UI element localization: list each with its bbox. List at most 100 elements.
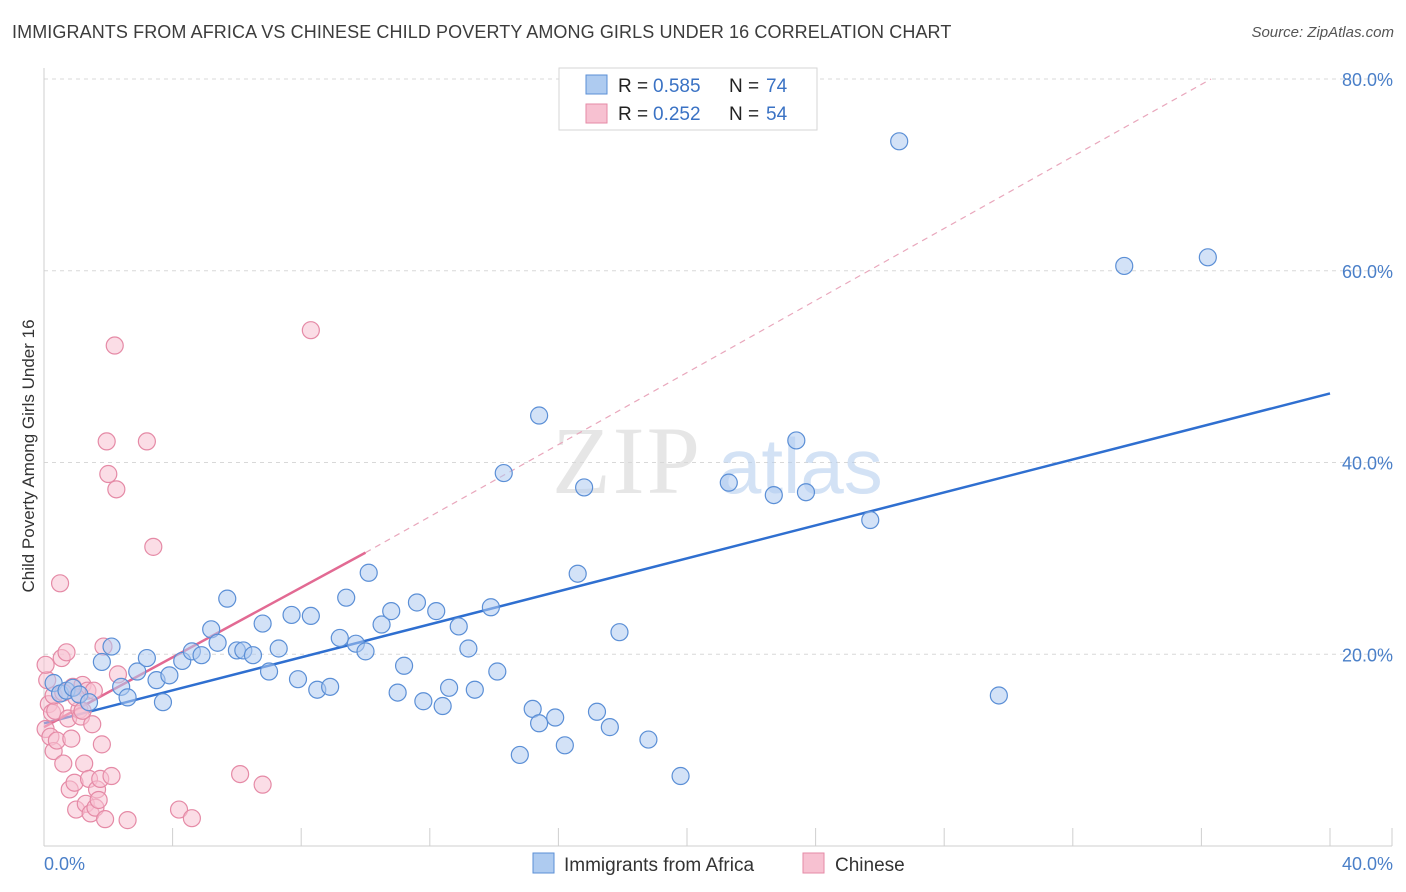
- africa-point: [160, 666, 179, 685]
- africa-point: [510, 745, 529, 765]
- africa-point: [288, 670, 308, 689]
- legend-swatch-chinese: [585, 103, 608, 124]
- africa-point: [796, 483, 816, 502]
- africa-point: [989, 686, 1008, 705]
- y-tick-label: 40.0%: [1342, 454, 1393, 474]
- chinese-point: [118, 811, 137, 830]
- africa-point: [301, 606, 320, 626]
- legend-r-label-africa: R =: [618, 76, 648, 97]
- africa-point: [137, 648, 156, 668]
- chinese-points: [36, 321, 320, 830]
- africa-point: [764, 485, 783, 505]
- africa-point: [488, 662, 507, 681]
- y-tick-label: 60.0%: [1342, 262, 1393, 282]
- africa-point: [282, 605, 301, 625]
- x-tick-label: 40.0%: [1342, 854, 1393, 874]
- chinese-point: [107, 480, 126, 499]
- africa-point: [481, 598, 500, 617]
- legend-r-label-chinese: R =: [618, 104, 648, 125]
- chinese-point: [105, 336, 124, 355]
- africa-point: [356, 642, 375, 661]
- africa-point: [439, 678, 459, 697]
- chinese-point: [253, 775, 272, 794]
- y-tick-label: 20.0%: [1342, 645, 1393, 665]
- legend-n-label-africa: N =: [729, 76, 759, 97]
- africa-point: [321, 677, 340, 696]
- africa-point: [118, 688, 137, 707]
- africa-point: [555, 736, 574, 755]
- africa-point: [600, 718, 619, 737]
- africa-point: [269, 639, 288, 658]
- africa-point: [568, 564, 587, 583]
- legend-r-value-chinese: 0.252: [653, 104, 701, 125]
- chinese-point: [54, 754, 73, 773]
- africa-point: [79, 693, 99, 712]
- chinese-point: [95, 810, 115, 829]
- africa-point: [465, 680, 484, 699]
- chinese-point: [182, 809, 201, 828]
- africa-point: [243, 646, 263, 665]
- africa-point: [218, 589, 237, 608]
- trend-lines: [43, 78, 1331, 729]
- africa-point: [253, 614, 272, 633]
- africa-point: [530, 714, 549, 733]
- africa-point: [102, 637, 121, 656]
- legend-n-label-chinese: N =: [729, 104, 759, 125]
- chinese-point: [97, 432, 116, 451]
- africa-point: [861, 510, 880, 530]
- africa-point: [330, 628, 349, 648]
- y-tick-label: 80.0%: [1342, 70, 1393, 90]
- chinese-point: [169, 800, 189, 819]
- y-axis-label: Child Poverty Among Girls Under 16: [19, 319, 38, 592]
- source-label: Source: ZipAtlas.com: [1251, 24, 1394, 41]
- x-tick-label: 0.0%: [44, 854, 85, 874]
- africa-point: [337, 588, 356, 607]
- legend-n-value-chinese: 54: [766, 104, 788, 125]
- chinese-point: [99, 464, 118, 484]
- legend-swatch-africa: [585, 74, 608, 95]
- africa-point: [427, 602, 446, 621]
- africa-point: [1115, 256, 1134, 276]
- africa-point: [192, 646, 211, 665]
- africa-point: [407, 593, 427, 612]
- africa-point: [610, 623, 629, 642]
- africa-points: [44, 132, 1217, 786]
- chinese-point: [137, 432, 156, 451]
- bottom-legend-swatch-africa: [532, 852, 555, 874]
- africa-point: [128, 662, 147, 681]
- africa-point: [587, 702, 607, 721]
- tick-labels: 20.0% 40.0% 60.0% 80.0% 0.0% 40.0%: [44, 70, 1393, 874]
- chinese-point: [89, 790, 108, 810]
- africa-point: [208, 633, 227, 652]
- africa-point: [259, 662, 279, 681]
- africa-point: [382, 602, 401, 621]
- africa-point: [153, 693, 173, 712]
- africa-point: [787, 431, 806, 450]
- africa-point: [1198, 248, 1217, 267]
- legend-r-value-africa: 0.585: [653, 76, 701, 97]
- chinese-point: [231, 764, 250, 784]
- africa-point: [449, 617, 468, 636]
- africa-point: [394, 656, 414, 675]
- africa-point: [359, 563, 378, 582]
- bottom-legend-swatch-chinese: [802, 852, 825, 874]
- africa-trend-line: [43, 392, 1331, 725]
- chinese-point: [102, 766, 121, 786]
- chinese-point: [92, 735, 111, 754]
- bottom-legend-label-africa: Immigrants from Africa: [564, 855, 754, 876]
- africa-point: [639, 730, 658, 749]
- africa-point: [388, 683, 407, 702]
- africa-point: [719, 473, 738, 492]
- africa-point: [890, 132, 909, 151]
- chinese-point: [36, 655, 55, 674]
- africa-point: [372, 615, 391, 634]
- chinese-point: [301, 321, 320, 340]
- africa-point: [433, 696, 452, 716]
- africa-point: [575, 478, 594, 497]
- africa-point: [494, 463, 513, 483]
- chinese-trend-extension: [365, 78, 1212, 554]
- africa-point: [92, 652, 111, 672]
- africa-point: [546, 708, 565, 727]
- chinese-point: [57, 643, 76, 662]
